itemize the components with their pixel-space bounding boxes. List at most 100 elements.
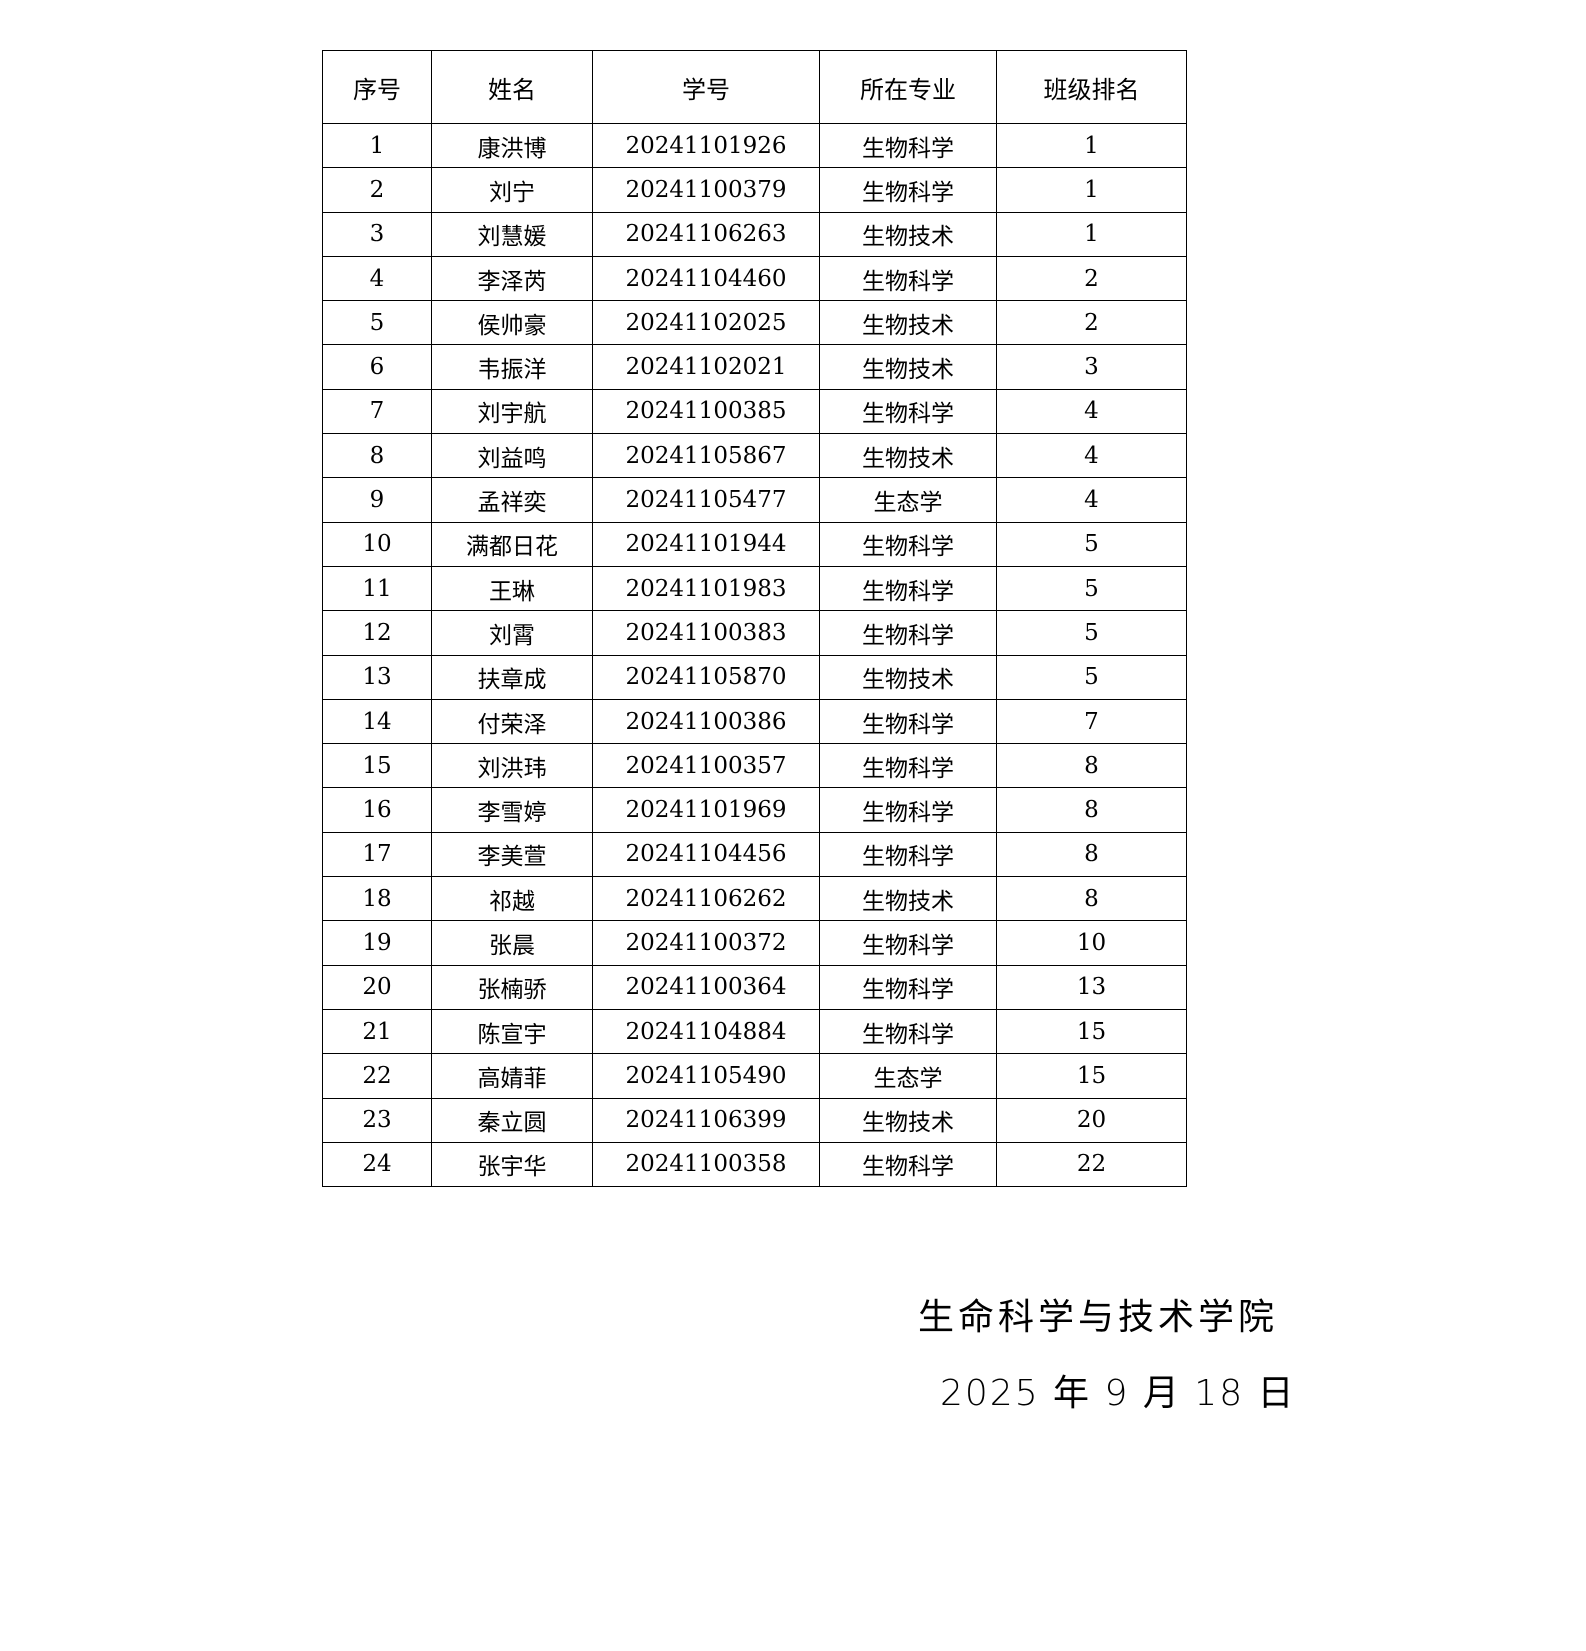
cell-col-name: 秦立圆: [431, 1097, 593, 1143]
table-row: 2 刘宁 20241100379 生物科学 1: [322, 167, 1187, 213]
table-row: 12 刘霄 20241100383 生物科学 5: [322, 610, 1187, 656]
table-row: 4 李泽芮 20241104460 生物科学 2: [322, 255, 1187, 302]
cell-col-class-rank: 10: [996, 920, 1187, 966]
cell-col-name: 付荣泽: [431, 698, 593, 745]
table-row: 17 李美萱 20241104456 生物科学 8: [322, 831, 1187, 878]
table-row: 21 陈宣宇 20241104884 生物科学 15: [322, 1008, 1187, 1055]
cell-col-student-id: 20241101926: [592, 122, 820, 169]
cell-col-class-rank: 22: [996, 1141, 1187, 1188]
cell-col-student-id: 20241106399: [592, 1097, 820, 1143]
table-row: 7 刘宇航 20241100385 生物科学 4: [322, 388, 1187, 435]
cell-col-major: 生物技术: [819, 211, 997, 257]
header-col-class-rank: 班级排名: [996, 50, 1187, 124]
table-row: 14 付荣泽 20241100386 生物科学 7: [322, 698, 1187, 745]
cell-col-name: 刘益鸣: [431, 433, 593, 479]
cell-col-index: 14: [322, 698, 432, 745]
cell-col-index: 5: [322, 300, 432, 346]
table-row: 3 刘慧媛 20241106263 生物技术 1: [322, 211, 1187, 257]
cell-col-major: 生物科学: [819, 743, 997, 789]
cell-col-class-rank: 4: [996, 388, 1187, 435]
cell-col-name: 高婧菲: [431, 1053, 593, 1099]
cell-col-class-rank: 5: [996, 565, 1187, 612]
cell-col-index: 3: [322, 211, 432, 257]
cell-col-student-id: 20241101969: [592, 787, 820, 833]
cell-col-student-id: 20241104456: [592, 831, 820, 878]
header-col-index: 序号: [322, 50, 432, 124]
cell-col-name: 满都日花: [431, 521, 593, 567]
cell-col-class-rank: 20: [996, 1097, 1187, 1143]
cell-col-class-rank: 1: [996, 211, 1187, 257]
table-row: 9 孟祥奕 20241105477 生态学 4: [322, 477, 1187, 523]
cell-col-index: 1: [322, 122, 432, 169]
cell-col-index: 12: [322, 610, 432, 656]
cell-col-class-rank: 8: [996, 876, 1187, 922]
header-col-name: 姓名: [431, 50, 593, 124]
cell-col-name: 康洪博: [431, 122, 593, 169]
cell-col-major: 生物科学: [819, 610, 997, 656]
cell-col-student-id: 20241102025: [592, 300, 820, 346]
table-row: 15 刘洪玮 20241100357 生物科学 8: [322, 743, 1187, 789]
table-row: 8 刘益鸣 20241105867 生物技术 4: [322, 433, 1187, 479]
cell-col-major: 生态学: [819, 477, 997, 523]
cell-col-class-rank: 15: [996, 1053, 1187, 1099]
cell-col-class-rank: 5: [996, 654, 1187, 700]
cell-col-index: 11: [322, 565, 432, 612]
cell-col-student-id: 20241106262: [592, 876, 820, 922]
cell-col-index: 24: [322, 1141, 432, 1188]
cell-col-index: 7: [322, 388, 432, 435]
cell-col-name: 张楠骄: [431, 964, 593, 1010]
cell-col-name: 李美萱: [431, 831, 593, 878]
cell-col-name: 刘慧媛: [431, 211, 593, 257]
cell-col-name: 张晨: [431, 920, 593, 966]
document-date: 2025 年 9 月 18 日: [940, 1373, 1296, 1414]
cell-col-name: 李泽芮: [431, 255, 593, 302]
cell-col-student-id: 20241102021: [592, 344, 820, 390]
table-row: 1 康洪博 20241101926 生物科学 1: [322, 122, 1187, 169]
cell-col-class-rank: 5: [996, 521, 1187, 567]
cell-col-major: 生物科学: [819, 698, 997, 745]
cell-col-index: 9: [322, 477, 432, 523]
cell-col-student-id: 20241100358: [592, 1141, 820, 1188]
cell-col-index: 4: [322, 255, 432, 302]
cell-col-index: 22: [322, 1053, 432, 1099]
cell-col-class-rank: 8: [996, 831, 1187, 878]
cell-col-index: 15: [322, 743, 432, 789]
table-row: 24 张宇华 20241100358 生物科学 22: [322, 1141, 1187, 1188]
cell-col-index: 16: [322, 787, 432, 833]
header-col-major: 所在专业: [819, 50, 997, 124]
cell-col-name: 李雪婷: [431, 787, 593, 833]
cell-col-student-id: 20241100372: [592, 920, 820, 966]
cell-col-student-id: 20241104460: [592, 255, 820, 302]
cell-col-name: 刘宁: [431, 167, 593, 213]
cell-col-major: 生物科学: [819, 831, 997, 878]
cell-col-index: 18: [322, 876, 432, 922]
cell-col-major: 生物科学: [819, 167, 997, 213]
table-row: 22 高婧菲 20241105490 生态学 15: [322, 1053, 1187, 1099]
cell-col-class-rank: 3: [996, 344, 1187, 390]
cell-col-student-id: 20241105477: [592, 477, 820, 523]
cell-col-major: 生物科学: [819, 388, 997, 435]
cell-col-major: 生物技术: [819, 433, 997, 479]
cell-col-class-rank: 8: [996, 743, 1187, 789]
cell-col-index: 17: [322, 831, 432, 878]
cell-col-student-id: 20241104884: [592, 1008, 820, 1055]
cell-col-name: 韦振洋: [431, 344, 593, 390]
table-row: 18 祁越 20241106262 生物技术 8: [322, 876, 1187, 922]
cell-col-student-id: 20241105490: [592, 1053, 820, 1099]
table-row: 10 满都日花 20241101944 生物科学 5: [322, 521, 1187, 567]
cell-col-class-rank: 2: [996, 300, 1187, 346]
table-row: 23 秦立圆 20241106399 生物技术 20: [322, 1097, 1187, 1143]
cell-col-class-rank: 1: [996, 122, 1187, 169]
cell-col-student-id: 20241100364: [592, 964, 820, 1010]
cell-col-name: 刘宇航: [431, 388, 593, 435]
table-row: 6 韦振洋 20241102021 生物技术 3: [322, 344, 1187, 390]
cell-col-index: 6: [322, 344, 432, 390]
cell-col-major: 生物科学: [819, 787, 997, 833]
cell-col-name: 扶章成: [431, 654, 593, 700]
cell-col-student-id: 20241100383: [592, 610, 820, 656]
cell-col-student-id: 20241100385: [592, 388, 820, 435]
cell-col-student-id: 20241100386: [592, 698, 820, 745]
cell-col-index: 23: [322, 1097, 432, 1143]
organization-name: 生命科学与技术学院: [918, 1297, 1279, 1338]
cell-col-index: 19: [322, 920, 432, 966]
